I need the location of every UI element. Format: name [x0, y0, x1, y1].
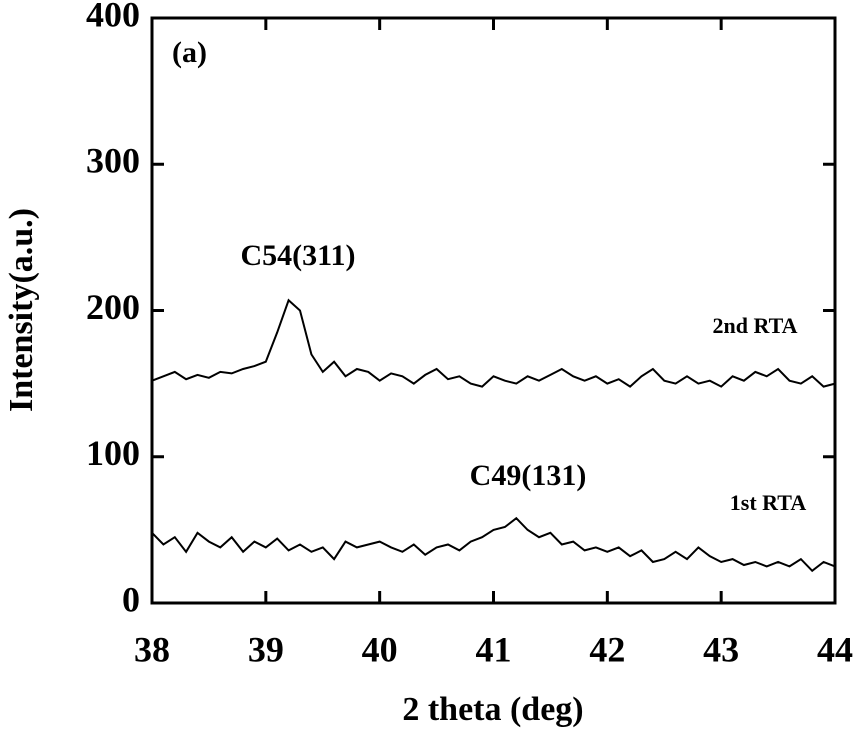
x-tick-label: 42	[589, 629, 625, 669]
x-tick-label: 43	[703, 629, 739, 669]
series-label: 2nd RTA	[712, 313, 797, 338]
series-label: 1st RTA	[730, 490, 807, 515]
annotation: (a)	[172, 36, 207, 69]
y-tick-label: 200	[86, 287, 140, 327]
x-axis-label: 2 theta (deg)	[402, 691, 583, 728]
annotation: C54(311)	[241, 239, 356, 272]
y-tick-label: 400	[86, 0, 140, 34]
x-tick-label: 38	[134, 629, 170, 669]
x-tick-label: 40	[362, 629, 398, 669]
y-tick-label: 300	[86, 141, 140, 181]
y-tick-label: 100	[86, 433, 140, 473]
y-axis-label: Intensity(a.u.)	[3, 208, 40, 412]
plot-frame	[150, 16, 837, 605]
annotation: C49(131)	[470, 459, 587, 492]
x-tick-label: 41	[476, 629, 512, 669]
x-tick-label: 44	[817, 629, 853, 669]
y-tick-label: 0	[122, 579, 140, 619]
data-line	[151, 298, 836, 388]
data-line	[151, 516, 836, 573]
x-tick-label: 39	[248, 629, 284, 669]
